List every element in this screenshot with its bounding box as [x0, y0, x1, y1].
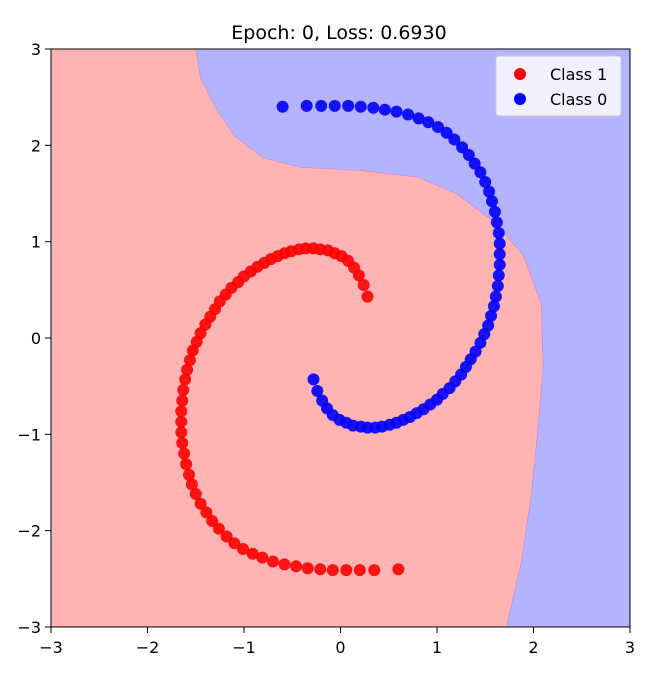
scatter-point-class-1: [228, 537, 241, 550]
scatter-point-class-0: [328, 99, 341, 112]
scatter-point-class-0: [490, 216, 503, 229]
scatter-point-class-0: [412, 112, 425, 125]
y-tick-label: 3: [31, 40, 41, 59]
y-tick-label: 1: [31, 233, 41, 252]
x-tick-label: 3: [625, 638, 635, 657]
scatter-point-class-1: [177, 384, 190, 397]
scatter-point-class-0: [431, 121, 444, 134]
scatter-point-class-0: [492, 269, 505, 282]
x-tick-label: −1: [232, 638, 256, 657]
plot-area: [50, 48, 631, 628]
scatter-point-class-0: [462, 148, 475, 161]
scatter-point-class-0: [493, 248, 506, 261]
legend-label: Class 0: [550, 90, 607, 109]
scatter-point-class-1: [357, 279, 370, 292]
x-tick-label: −2: [136, 638, 160, 657]
region-class-0: [195, 48, 631, 628]
scatter-point-class-1: [176, 437, 189, 450]
scatter-point-class-0: [486, 195, 499, 208]
scatter-point-class-1: [301, 562, 314, 575]
scatter-point-class-0: [493, 237, 506, 250]
scatter-point-class-1: [368, 564, 381, 577]
scatter-point-class-0: [468, 157, 481, 170]
scatter-point-class-0: [482, 319, 495, 332]
scatter-point-class-0: [456, 141, 469, 154]
scatter-point-class-1: [180, 458, 193, 471]
scatter-point-class-1: [326, 564, 339, 577]
scatter-point-class-1: [185, 478, 198, 491]
x-axis: −3 −2 −1 0 1 2 3: [39, 627, 635, 657]
scatter-point-class-0: [485, 309, 498, 322]
y-tick-label: −1: [17, 425, 41, 444]
scatter-point-class-0: [488, 205, 501, 218]
scatter-point-class-1: [182, 468, 195, 481]
scatter-point-class-1: [314, 563, 327, 576]
scatter-point-class-1: [176, 394, 189, 407]
scatter-point-class-1: [179, 373, 192, 386]
scatter-point-class-1: [200, 506, 213, 519]
legend-box: [495, 55, 622, 117]
scatter-point-class-1: [237, 542, 250, 555]
scatter-point-class-1: [206, 515, 219, 528]
scatter-point-class-0: [493, 258, 506, 271]
scatter-point-class-0: [491, 279, 504, 292]
scatter-point-class-1: [353, 564, 366, 577]
x-tick-label: −3: [39, 638, 63, 657]
scatter-point-class-0: [474, 166, 487, 179]
scatter-point-class-1: [181, 363, 194, 376]
scatter-point-class-1: [246, 547, 259, 560]
scatter-point-class-1: [220, 530, 233, 543]
scatter-point-class-1: [189, 488, 202, 501]
scatter-point-class-0: [315, 99, 328, 112]
scatter-point-class-0: [448, 133, 461, 146]
scatter-point-class-1: [392, 563, 405, 576]
legend-marker: [514, 93, 526, 105]
chart-title: Epoch: 0, Loss: 0.6930: [231, 22, 446, 44]
scatter-point-class-1: [290, 560, 303, 573]
x-tick-label: 1: [432, 638, 442, 657]
scatter-point-class-0: [483, 185, 496, 198]
scatter-point-class-0: [479, 175, 492, 188]
legend: Class 1 Class 0: [495, 55, 622, 117]
scatter-point-class-1: [266, 555, 279, 568]
scatter-point-class-0: [367, 101, 380, 114]
scatter-point-class-1: [256, 551, 269, 564]
scatter-point-class-1: [194, 497, 207, 510]
scatter-point-class-1: [178, 447, 191, 460]
scatter-point-class-0: [311, 384, 324, 397]
scatter-point-class-1: [183, 354, 196, 367]
scatter-point-class-0: [489, 290, 502, 303]
scatter-point-class-0: [402, 108, 415, 121]
scatter-point-class-1: [175, 415, 188, 428]
scatter-point-class-0: [300, 99, 313, 112]
scatter-point-class-0: [354, 100, 367, 113]
scatter-point-class-1: [175, 405, 188, 418]
y-tick-label: −3: [17, 618, 41, 637]
scatter-point-class-0: [390, 105, 403, 118]
scatter-point-class-1: [278, 558, 291, 571]
scatter-point-class-1: [186, 344, 199, 357]
scatter-point-class-1: [340, 564, 353, 577]
y-tick-label: −2: [17, 522, 41, 541]
scatter-point-class-0: [487, 300, 500, 313]
y-tick-label: 0: [31, 329, 41, 348]
y-tick-label: 2: [31, 136, 41, 155]
x-tick-label: 2: [528, 638, 538, 657]
y-axis: −3 −2 −1 0 1 2 3: [17, 40, 51, 637]
legend-marker: [514, 68, 526, 80]
legend-label: Class 1: [550, 65, 607, 84]
scatter-point-class-0: [342, 99, 355, 112]
scatter-point-class-0: [440, 126, 453, 139]
scatter-point-class-0: [307, 373, 320, 386]
scatter-point-class-0: [378, 103, 391, 116]
scatter-point-class-1: [212, 522, 225, 535]
x-tick-label: 0: [335, 638, 345, 657]
points-layer: [175, 99, 506, 577]
scatter-point-class-1: [175, 426, 188, 439]
scatter-point-class-0: [422, 116, 435, 129]
scatter-point-class-1: [361, 290, 374, 303]
scatter-point-class-0: [492, 226, 505, 239]
scatter-point-class-0: [276, 100, 289, 113]
